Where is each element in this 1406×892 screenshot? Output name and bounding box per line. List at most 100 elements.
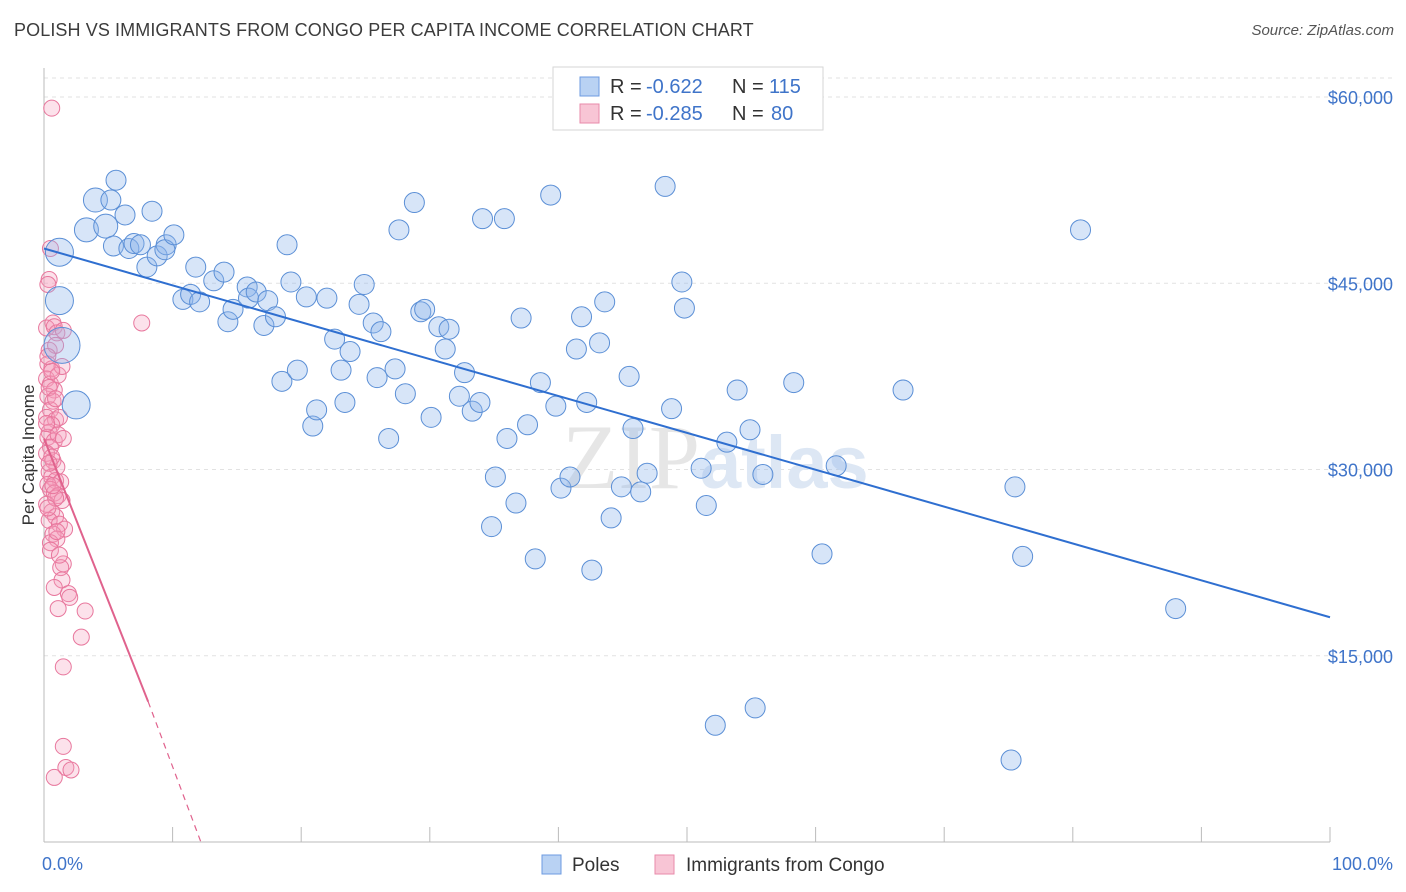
bottom-legend-swatch-poles — [541, 854, 562, 875]
watermark: ZIP atlas — [562, 406, 869, 508]
grid-lines — [44, 77, 1395, 657]
legend-n-label-congo: N = — [732, 103, 764, 125]
poles-point — [892, 379, 914, 401]
poles-point — [348, 293, 370, 315]
poles-point — [102, 235, 124, 257]
poles-point — [213, 261, 235, 283]
poles-point — [353, 273, 375, 295]
congo-point — [39, 499, 57, 517]
congo-point — [38, 415, 56, 433]
poles-point — [366, 367, 388, 389]
poles-point — [636, 462, 658, 484]
poles-series — [43, 169, 1187, 771]
poles-point — [1012, 545, 1034, 567]
poles-point — [1000, 749, 1022, 771]
poles-point — [461, 400, 483, 422]
poles-point — [484, 466, 506, 488]
poles-point — [630, 481, 652, 503]
poles-point — [671, 271, 693, 293]
poles-point — [105, 169, 127, 191]
congo-point — [49, 600, 67, 618]
y-tick-label: $60,000 — [1328, 88, 1393, 108]
poles-point — [576, 391, 598, 413]
poles-point — [472, 208, 494, 230]
poles-point — [141, 200, 163, 222]
congo-point — [44, 477, 62, 495]
y-tick-labels: $15,000 $30,000 $45,000 $60,000 — [1328, 88, 1393, 667]
poles-point — [610, 476, 632, 498]
poles-point — [571, 306, 593, 328]
poles-point — [370, 321, 392, 343]
poles-point — [362, 312, 384, 334]
congo-point — [48, 523, 66, 541]
congo-point — [43, 362, 61, 380]
poles-point — [565, 338, 587, 360]
legend-n-value-poles: 115 — [769, 76, 801, 98]
poles-point — [600, 507, 622, 529]
poles-point — [438, 318, 460, 340]
poles-point — [752, 463, 774, 485]
poles-point — [388, 219, 410, 241]
poles-point — [481, 516, 503, 538]
poles-point — [524, 548, 546, 570]
poles-point — [394, 383, 416, 405]
poles-point — [403, 192, 425, 214]
poles-point — [673, 297, 695, 319]
y-tick-label: $15,000 — [1328, 647, 1393, 667]
legend-swatch-congo — [579, 103, 600, 124]
congo-trend-extension — [147, 701, 202, 843]
y-axis-title: Per Capita Income — [19, 385, 38, 526]
poles-point — [434, 338, 456, 360]
poles-point — [744, 697, 766, 719]
bottom-legend-label-poles: Poles — [572, 855, 620, 876]
legend-n-value-congo: 80 — [771, 103, 793, 125]
poles-point — [271, 370, 293, 392]
bottom-legend-swatch-congo — [654, 854, 675, 875]
poles-point — [1004, 476, 1026, 498]
poles-point — [496, 427, 518, 449]
poles-point — [448, 385, 470, 407]
legend-r-value-congo: -0.285 — [646, 103, 703, 125]
poles-point — [339, 341, 361, 363]
poles-point — [185, 256, 207, 278]
poles-point — [189, 291, 211, 313]
poles-point — [505, 492, 527, 514]
chart-title: POLISH VS IMMIGRANTS FROM CONGO PER CAPI… — [14, 20, 754, 40]
poles-point — [217, 311, 239, 333]
poles-point — [82, 187, 108, 213]
legend-swatch-poles — [579, 76, 600, 97]
source-note: Source: ZipAtlas.com — [1251, 22, 1394, 39]
poles-point — [73, 217, 99, 243]
poles-point — [428, 316, 450, 338]
poles-point — [559, 466, 581, 488]
poles-point — [280, 271, 302, 293]
legend-r-label-poles: R = — [610, 76, 642, 98]
congo-point — [50, 546, 68, 564]
poles-point — [1165, 598, 1187, 620]
y-tick-label: $45,000 — [1328, 274, 1393, 294]
poles-point — [690, 457, 712, 479]
poles-point — [100, 189, 122, 211]
poles-point — [410, 301, 432, 323]
x-tick-labels: 0.0% 100.0% — [42, 854, 1393, 874]
congo-point — [52, 559, 70, 577]
poles-point — [517, 414, 539, 436]
poles-point — [594, 291, 616, 313]
congo-point — [41, 541, 59, 559]
poles-point — [589, 332, 611, 354]
poles-point — [253, 314, 275, 336]
poles-point — [493, 208, 515, 230]
poles-point — [384, 358, 406, 380]
series-legend: Poles Immigrants from Congo — [541, 854, 885, 876]
congo-point — [54, 429, 72, 447]
poles-point — [581, 559, 603, 581]
poles-point — [510, 307, 532, 329]
poles-point — [245, 281, 267, 303]
poles-point — [618, 365, 640, 387]
correlation-legend: R = -0.622 N = 115 R = -0.285 N = 80 — [552, 66, 824, 131]
poles-point — [295, 286, 317, 308]
poles-point — [469, 391, 491, 413]
legend-r-value-poles: -0.622 — [646, 76, 703, 98]
poles-point — [93, 213, 119, 239]
poles-point — [695, 495, 717, 517]
